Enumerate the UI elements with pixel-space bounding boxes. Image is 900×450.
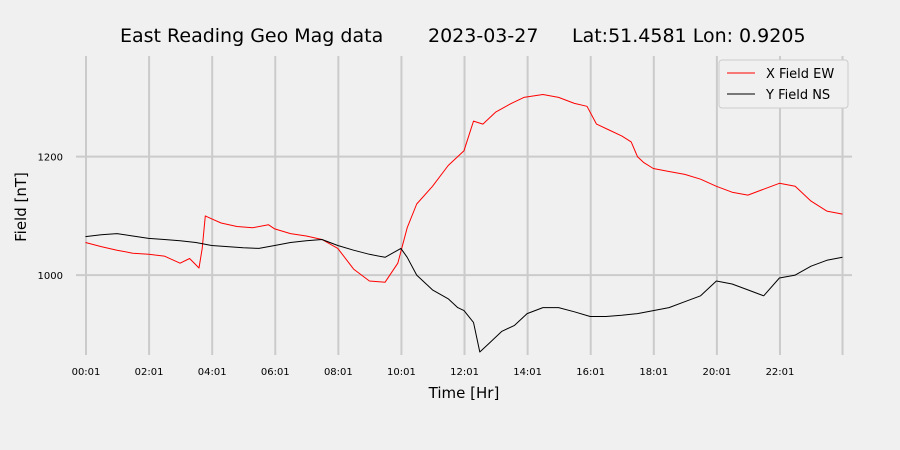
x-tick-label: 10:01 xyxy=(387,367,416,378)
legend-box xyxy=(718,59,849,109)
x-tick-label: 18:01 xyxy=(639,367,668,378)
series-lines xyxy=(85,94,843,353)
x-tick-label: 22:01 xyxy=(766,367,795,378)
series-line-x-field xyxy=(85,94,843,283)
x-tick-label: 02:01 xyxy=(135,367,164,378)
legend-label-x-field: X Field EW xyxy=(766,67,834,82)
grid xyxy=(76,56,852,355)
x-tick-label: 06:01 xyxy=(261,367,290,378)
legend: X Field EW Y Field NS xyxy=(718,59,849,109)
chart-title-date: 2023-03-27 xyxy=(428,25,538,47)
chart-title-location: Lat:51.4581 Lon: 0.9205 xyxy=(572,25,806,47)
legend-label-y-field: Y Field NS xyxy=(765,88,830,103)
x-axis-label: Time [Hr] xyxy=(428,384,500,402)
series-line-y-field xyxy=(85,233,843,353)
y-tick-label: 1000 xyxy=(38,271,63,282)
y-tick-label: 1200 xyxy=(38,153,63,164)
chart-title-station: East Reading Geo Mag data xyxy=(120,25,383,47)
x-tick-label: 12:01 xyxy=(450,367,479,378)
x-tick-label: 00:01 xyxy=(72,367,101,378)
x-tick-label: 20:01 xyxy=(702,367,731,378)
x-tick-label: 16:01 xyxy=(576,367,605,378)
x-tick-labels: 00:01 02:01 04:01 06:01 08:01 10:01 12:01 14:01… xyxy=(72,367,795,378)
y-tick-labels: 1000 1200 xyxy=(38,153,63,282)
y-axis-label: Field [nT] xyxy=(12,172,30,242)
x-tick-label: 14:01 xyxy=(513,367,542,378)
x-tick-label: 04:01 xyxy=(198,367,227,378)
x-tick-label: 08:01 xyxy=(324,367,353,378)
